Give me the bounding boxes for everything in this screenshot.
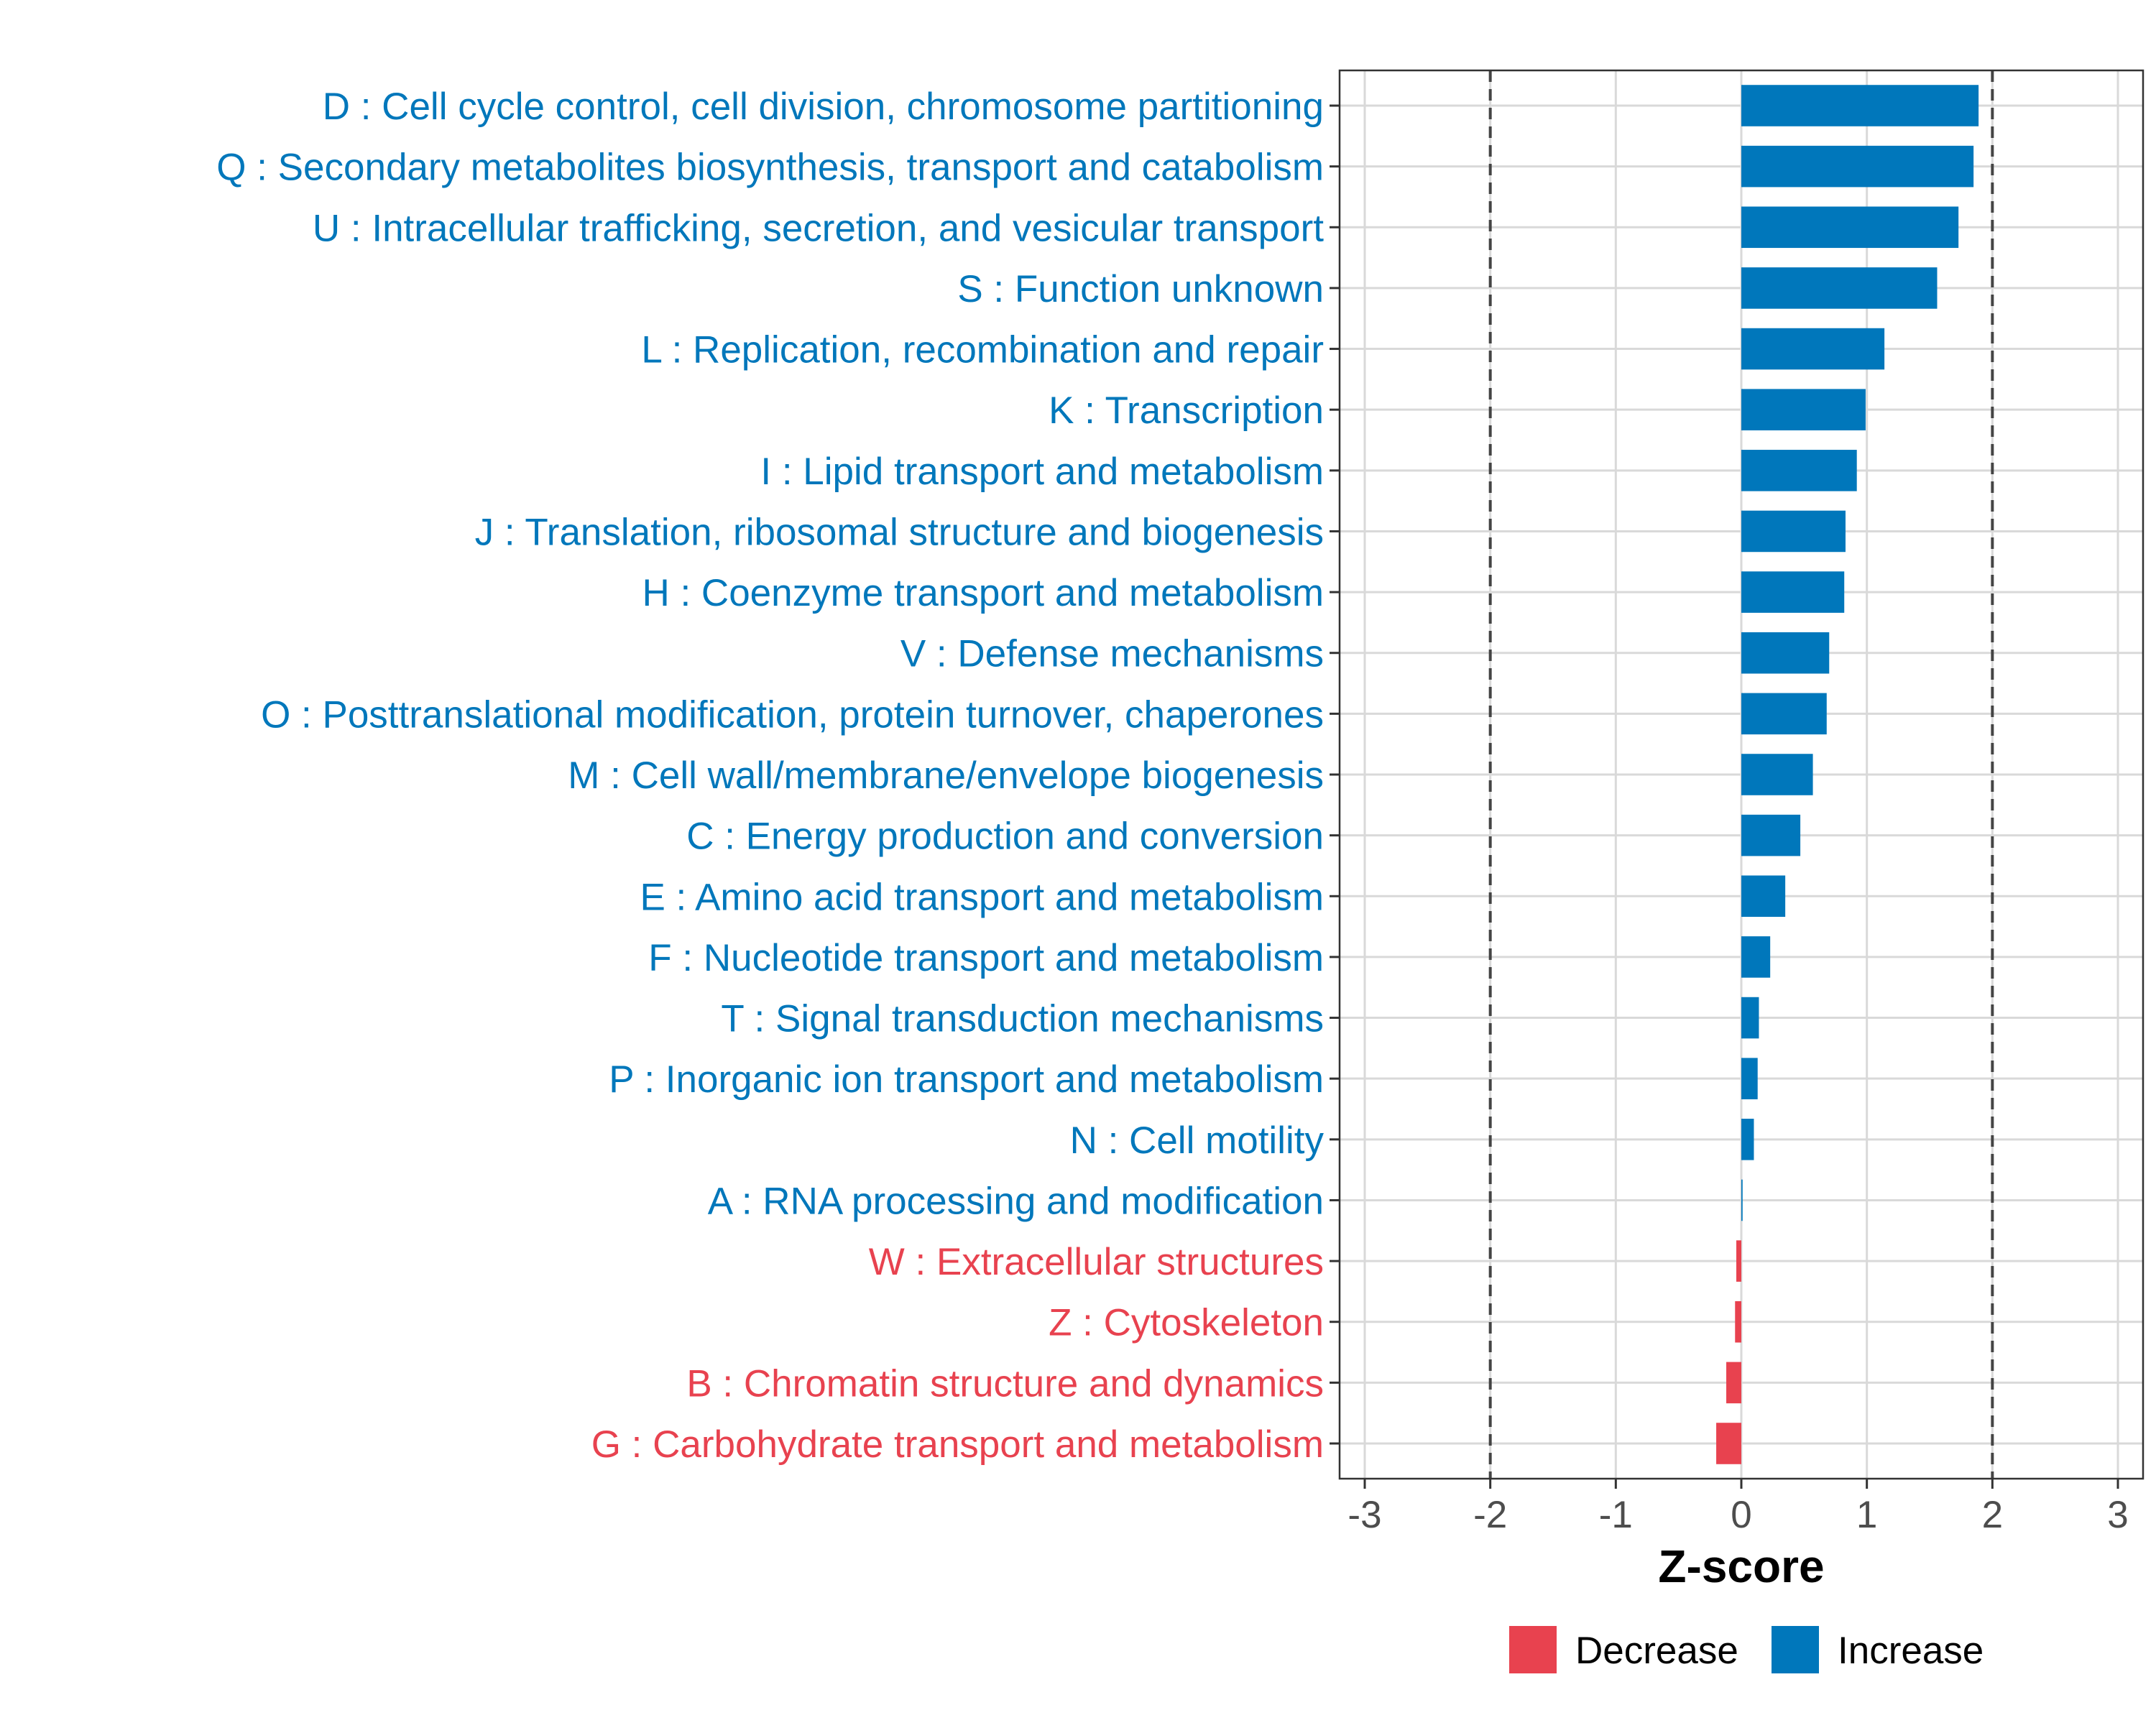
category-label: A : RNA processing and modification (708, 1180, 1324, 1222)
bar (1741, 1179, 1743, 1221)
bar (1741, 1119, 1754, 1160)
bar (1741, 875, 1786, 918)
category-label: S : Function unknown (957, 268, 1324, 310)
bar (1741, 510, 1846, 553)
category-label: D : Cell cycle control, cell division, c… (323, 86, 1324, 128)
category-label: O : Posttranslational modification, prot… (261, 693, 1324, 736)
category-label: Z : Cytoskeleton (1049, 1302, 1324, 1344)
x-axis-ticks: -3 -2 -1 0 1 2 3 (1348, 1479, 2129, 1536)
x-tick-label: 2 (1982, 1494, 2003, 1536)
category-label: T : Signal transduction mechanisms (721, 998, 1324, 1040)
bar (1736, 1240, 1741, 1282)
category-label: C : Energy production and conversion (686, 816, 1324, 858)
bar (1741, 328, 1885, 370)
y-axis-category-labels: D : Cell cycle control, cell division, c… (216, 86, 1324, 1466)
bar (1741, 693, 1827, 735)
legend-label-decrease: Decrease (1575, 1630, 1738, 1672)
category-label: U : Intracellular trafficking, secretion… (313, 207, 1324, 249)
legend-key-increase (1772, 1626, 1819, 1673)
category-label: G : Carbohydrate transport and metabolis… (591, 1423, 1324, 1466)
legend-label-increase: Increase (1838, 1630, 1984, 1672)
x-tick-label: -2 (1473, 1494, 1507, 1536)
x-axis-title: Z-score (1658, 1540, 1824, 1592)
category-label: Q : Secondary metabolites biosynthesis, … (216, 147, 1324, 189)
bar (1741, 754, 1813, 795)
category-label: K : Transcription (1049, 389, 1324, 432)
category-label: W : Extracellular structures (869, 1241, 1324, 1283)
x-tick-label: 1 (1856, 1494, 1877, 1536)
bar (1741, 267, 1938, 309)
bar (1741, 571, 1845, 613)
category-label: L : Replication, recombination and repai… (641, 329, 1324, 371)
y-axis-ticks (1330, 104, 1340, 1445)
category-label: V : Defense mechanisms (900, 633, 1324, 675)
category-label: M : Cell wall/membrane/envelope biogenes… (568, 754, 1324, 797)
bar (1741, 936, 1771, 978)
bar (1726, 1362, 1741, 1404)
bar (1741, 450, 1857, 491)
category-label: B : Chromatin structure and dynamics (686, 1362, 1324, 1405)
bar (1741, 389, 1866, 430)
bar (1741, 85, 1979, 126)
legend-key-decrease (1509, 1626, 1557, 1673)
category-label: J : Translation, ribosomal structure and… (475, 511, 1324, 553)
x-tick-label: -3 (1348, 1494, 1381, 1536)
x-tick-label: 0 (1731, 1494, 1751, 1536)
category-label: H : Coenzyme transport and metabolism (642, 572, 1324, 614)
bar (1716, 1423, 1741, 1464)
category-label: F : Nucleotide transport and metabolism (648, 937, 1324, 979)
category-label: E : Amino acid transport and metabolism (640, 876, 1324, 918)
bar (1735, 1300, 1741, 1343)
category-label: P : Inorganic ion transport and metaboli… (609, 1058, 1324, 1101)
legend: Decrease Increase (1509, 1626, 1984, 1673)
x-tick-label: -1 (1599, 1494, 1633, 1536)
category-label: I : Lipid transport and metabolism (760, 451, 1324, 493)
bar (1741, 632, 1830, 674)
bar (1741, 145, 1974, 188)
bar (1741, 814, 1801, 856)
category-label: N : Cell motility (1070, 1119, 1325, 1162)
bar (1741, 997, 1759, 1039)
bar (1741, 206, 1959, 249)
x-tick-label: 3 (2107, 1494, 2128, 1536)
bars (1716, 85, 1979, 1464)
reference-lines (1488, 70, 1994, 1479)
bar (1741, 1058, 1758, 1099)
